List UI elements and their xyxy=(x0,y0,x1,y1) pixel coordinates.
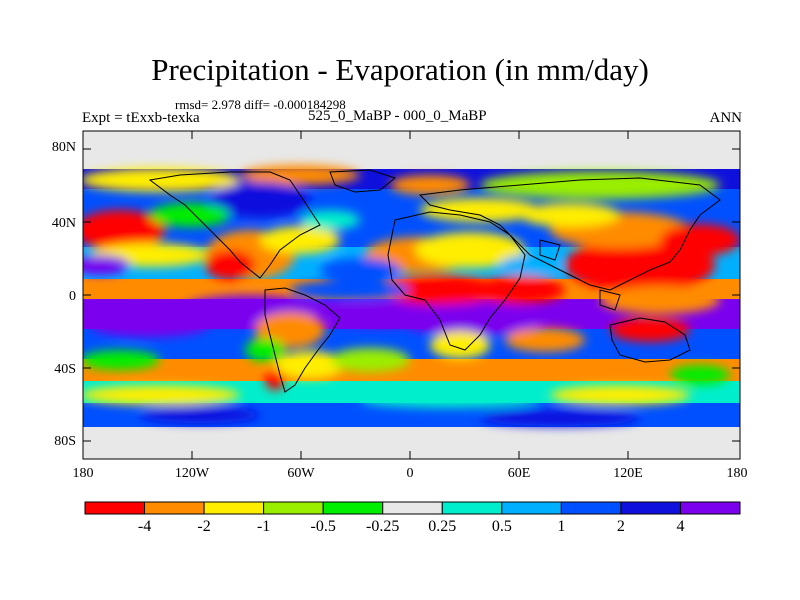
lat-label-0: 0 xyxy=(69,289,76,304)
precip-field xyxy=(83,131,740,459)
lon-label-180e: 180 xyxy=(726,466,748,481)
lat-label-80s: 80S xyxy=(54,434,76,449)
colorbar-tick-label: -4 xyxy=(137,518,152,535)
colorbar-tick-label: -2 xyxy=(197,518,211,535)
lon-label-60w: 60W xyxy=(287,466,315,481)
colorbar-tick-label: -1 xyxy=(256,518,271,535)
lon-label-120e: 120E xyxy=(613,466,643,481)
lat-label-80n: 80N xyxy=(51,140,76,155)
lon-label-0: 0 xyxy=(406,466,414,481)
lat-label-40s: 40S xyxy=(54,362,76,377)
colorbar-swatch xyxy=(620,501,681,515)
colorbar-swatch xyxy=(679,501,741,515)
colorbar-swatch xyxy=(501,501,562,515)
colorbar-swatch xyxy=(203,501,265,515)
colorbar-swatch xyxy=(84,501,146,515)
stats-text: rmsd= 2.978 diff= -0.000184298 xyxy=(175,97,346,112)
continent-outlines xyxy=(148,169,721,393)
colorbar-tick-label: 0.25 xyxy=(428,518,457,535)
lon-label-120w: 120W xyxy=(174,466,210,481)
colorbar-tick-label: 0.5 xyxy=(491,518,512,535)
colorbar-tick-label: 2 xyxy=(616,518,625,535)
lon-label-180w: 180 xyxy=(72,466,94,481)
colorbar-swatch xyxy=(322,501,384,515)
colorbar-swatch xyxy=(382,501,443,515)
season-label: ANN xyxy=(709,110,743,126)
colorbar-tick-label: -0.5 xyxy=(310,518,336,535)
lon-label-60e: 60E xyxy=(507,466,531,481)
colorbar-swatch xyxy=(560,501,622,515)
colorbar xyxy=(84,501,741,515)
comparison-label: 525_0_MaBP - 000_0_MaBP xyxy=(308,108,487,124)
lat-label-40n: 40N xyxy=(51,216,76,231)
experiment-label: Expt = tExxb-texka xyxy=(82,110,200,126)
colorbar-tick-label: -0.25 xyxy=(366,518,400,535)
colorbar-swatch xyxy=(263,501,324,515)
colorbar-swatch xyxy=(144,501,205,515)
map-title: Precipitation - Evaporation (in mm/day) xyxy=(151,52,649,87)
colorbar-tick-label: 4 xyxy=(676,518,685,535)
colorbar-swatch xyxy=(441,501,503,515)
colorbar-tick-label: 1 xyxy=(557,518,566,535)
axis-ticks xyxy=(83,131,740,459)
